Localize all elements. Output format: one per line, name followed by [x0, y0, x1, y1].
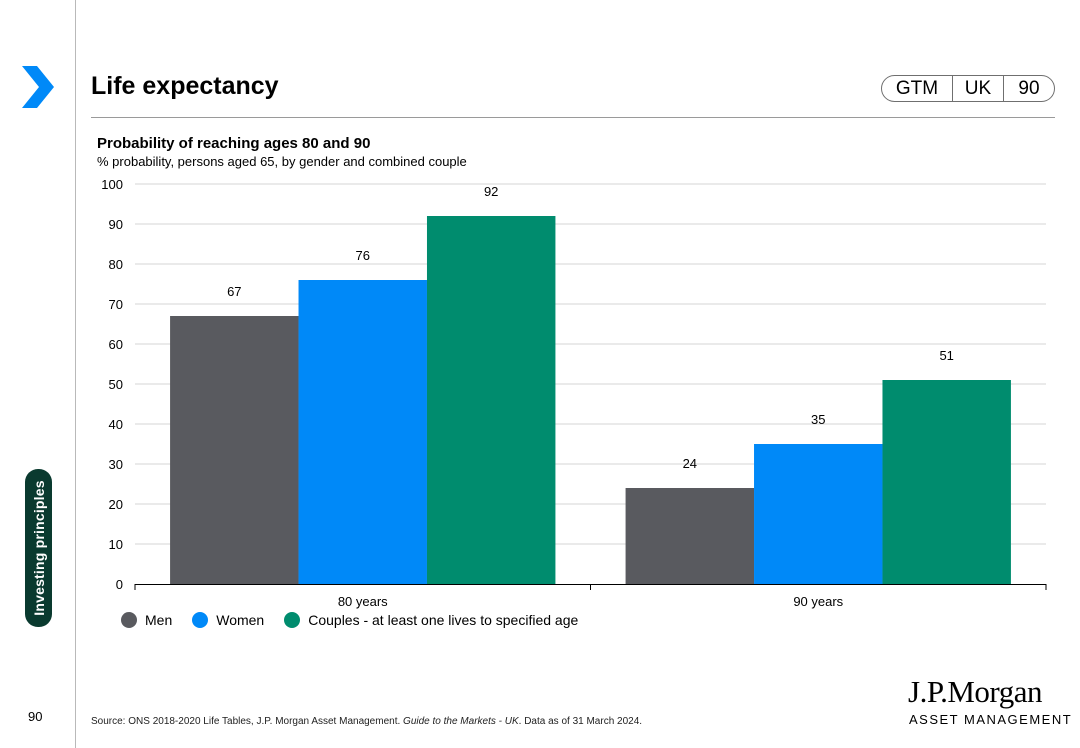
section-label: Investing principles: [30, 480, 47, 616]
data-label: 67: [227, 284, 241, 299]
y-tick-label: 40: [109, 417, 123, 432]
y-tick-label: 70: [109, 297, 123, 312]
bar: [170, 316, 299, 584]
page-title: Life expectancy: [91, 72, 279, 100]
y-tick-label: 0: [116, 577, 123, 592]
y-tick-label: 100: [101, 177, 123, 192]
asset-management-label: ASSET MANAGEMENT: [909, 712, 1073, 727]
chart-legend: Men Women Couples - at least one lives t…: [121, 612, 598, 628]
y-tick-label: 20: [109, 497, 123, 512]
tag-gtm: GTM: [895, 77, 939, 99]
legend-swatch-couples: [284, 612, 301, 628]
chevron-right-icon: [22, 66, 54, 108]
source-suffix: . Data as of 31 March 2024.: [518, 716, 643, 727]
bar: [426, 216, 556, 584]
legend-item-couples: Couples - at least one lives to specifie…: [284, 612, 578, 628]
x-tick-label: 90 years: [793, 594, 843, 609]
legend-item-women: Women: [192, 612, 264, 628]
page-number: 90: [28, 709, 43, 724]
legend-label-couples: Couples - at least one lives to specifie…: [308, 612, 579, 628]
source-italic: Guide to the Markets - UK: [403, 716, 519, 727]
y-tick-label: 60: [109, 337, 123, 352]
bar: [882, 380, 1011, 584]
y-tick-label: 80: [109, 257, 123, 272]
jpmorgan-logo: J.P.Morgan: [908, 674, 1042, 709]
legend-label-men: Men: [145, 612, 173, 628]
section-tab: Investing principles: [25, 469, 52, 627]
chart-subtitle: % probability, persons aged 65, by gende…: [97, 154, 467, 169]
data-label: 51: [939, 348, 953, 363]
y-tick-label: 30: [109, 457, 123, 472]
data-label: 24: [683, 456, 697, 471]
chart-title: Probability of reaching ages 80 and 90: [97, 135, 371, 152]
tag-region: UK: [952, 76, 1003, 101]
data-label: 92: [484, 184, 498, 199]
bar: [754, 444, 883, 584]
legend-swatch-women: [192, 612, 209, 628]
title-rule: [91, 117, 1055, 118]
left-divider: [75, 0, 76, 748]
data-label: 76: [356, 248, 370, 263]
legend-swatch-men: [121, 612, 137, 628]
source-note: Source: ONS 2018-2020 Life Tables, J.P. …: [91, 716, 642, 727]
gtm-tag: GTM UK 90: [881, 75, 1055, 102]
legend-item-men: Men: [121, 612, 172, 628]
y-tick-label: 50: [109, 377, 123, 392]
x-tick-label: 80 years: [338, 594, 388, 609]
bar: [298, 280, 427, 584]
tag-page: 90: [1003, 76, 1054, 101]
y-tick-label: 10: [109, 537, 123, 552]
y-tick-label: 90: [109, 217, 123, 232]
source-prefix: Source: ONS 2018-2020 Life Tables, J.P. …: [91, 716, 404, 727]
bar: [625, 488, 755, 584]
legend-label-women: Women: [216, 612, 265, 628]
data-label: 35: [811, 412, 825, 427]
